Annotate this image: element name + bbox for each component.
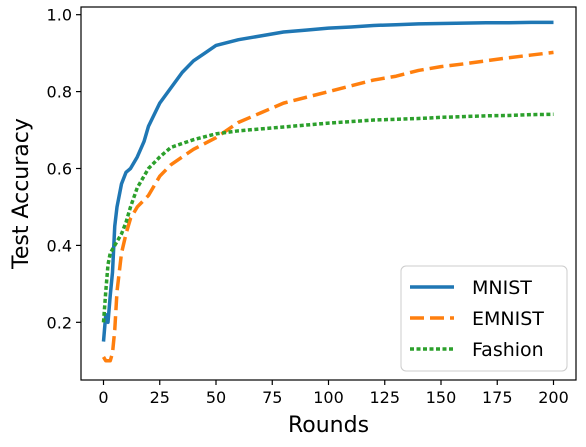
x-tick-label: 25 <box>150 388 170 407</box>
legend-label-emnist: EMNIST <box>472 308 544 330</box>
x-tick-label: 150 <box>426 388 457 407</box>
x-tick-label: 175 <box>482 388 513 407</box>
series-line-emnist <box>101 50 554 363</box>
legend: MNIST EMNIST Fashion <box>400 265 568 372</box>
y-tick-label: 0.8 <box>47 83 72 102</box>
x-tick-label: 100 <box>313 388 344 407</box>
x-tick-label: 50 <box>206 388 226 407</box>
plot-series <box>101 20 554 363</box>
x-tick-label: 75 <box>262 388 282 407</box>
x-tick-label: 0 <box>98 388 108 407</box>
y-tick-label: 0.6 <box>47 160 72 179</box>
y-axis-ticks: 0.2 0.4 0.6 0.8 1.0 <box>47 6 81 332</box>
y-tick-label: 0.4 <box>47 236 72 255</box>
x-axis-ticks: 0 25 50 75 100 125 150 175 200 <box>98 380 569 407</box>
legend-box <box>400 265 568 372</box>
series-line-fashion <box>101 112 554 323</box>
y-axis-title: Test Accuracy <box>9 118 34 270</box>
y-tick-label: 1.0 <box>47 6 72 25</box>
legend-label-fashion: Fashion <box>472 339 544 361</box>
x-tick-label: 200 <box>538 388 569 407</box>
legend-label-mnist: MNIST <box>472 277 532 299</box>
y-tick-label: 0.2 <box>47 313 72 332</box>
legend-items: MNIST EMNIST Fashion <box>410 277 544 361</box>
series-line-mnist <box>101 20 554 342</box>
x-axis-title: Rounds <box>288 413 369 438</box>
x-tick-label: 125 <box>369 388 400 407</box>
